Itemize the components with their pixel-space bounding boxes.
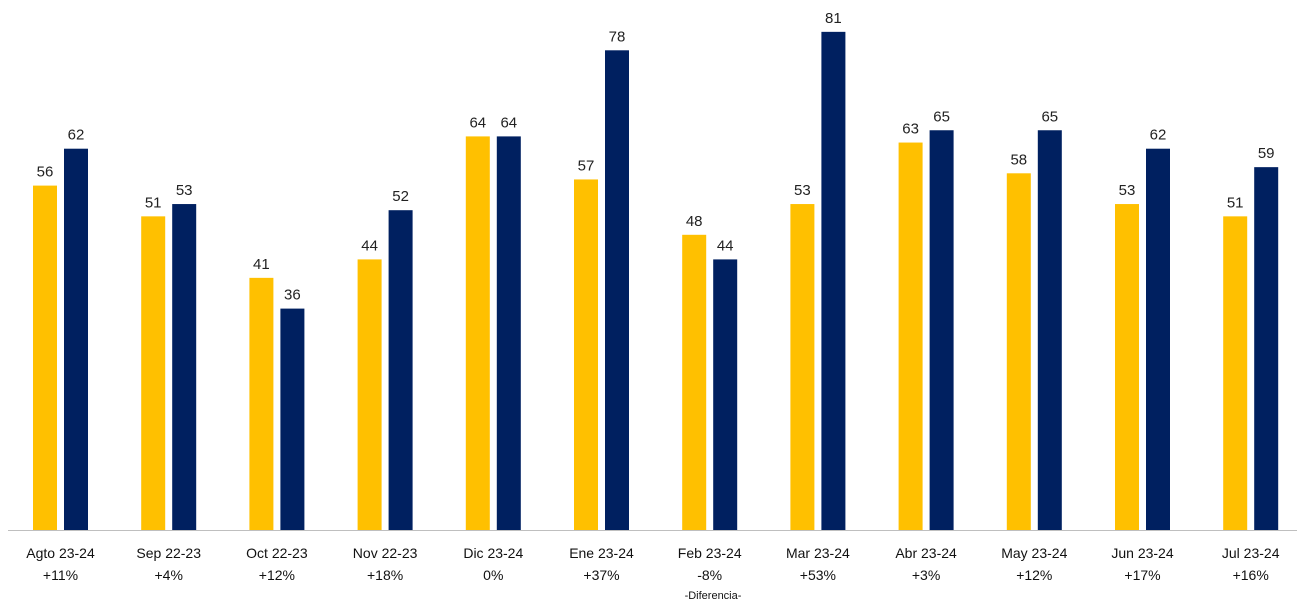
bar-s1-7 bbox=[682, 234, 707, 531]
value-label-s2-7: 44 bbox=[717, 237, 734, 254]
value-labels-group: 56 62 51 53 41 36 44 52 64 64 57 78 48 44 53 81 63 65 58 65… bbox=[37, 10, 1275, 304]
category-label-10: May 23-24 bbox=[1001, 545, 1067, 561]
value-label-s1-7: 48 bbox=[686, 213, 703, 230]
value-label-s1-9: 63 bbox=[902, 121, 919, 138]
bar-s2-1 bbox=[64, 148, 88, 530]
value-label-s1-3: 41 bbox=[253, 256, 270, 273]
difference-label-2: +4% bbox=[154, 567, 182, 583]
bar-s1-5 bbox=[465, 136, 490, 530]
value-label-s1-6: 57 bbox=[578, 157, 595, 174]
bar-s1-1 bbox=[33, 185, 57, 530]
bar-s1-4 bbox=[357, 259, 382, 530]
bar-s1-3 bbox=[249, 277, 274, 530]
bar-s2-5 bbox=[496, 136, 521, 530]
category-label-9: Abr 23-24 bbox=[895, 545, 957, 561]
bar-s2-12 bbox=[1254, 167, 1279, 530]
category-label-2: Sep 22-23 bbox=[136, 545, 201, 561]
category-label-12: Jul 23-24 bbox=[1222, 545, 1280, 561]
difference-label-7: -8% bbox=[697, 567, 722, 583]
value-label-s1-4: 44 bbox=[361, 237, 378, 254]
bar-s1-12 bbox=[1223, 216, 1248, 530]
bars-group bbox=[33, 31, 1279, 531]
bar-s2-7 bbox=[713, 259, 738, 530]
value-label-s2-11: 62 bbox=[1150, 127, 1167, 144]
bar-s2-11 bbox=[1146, 148, 1170, 530]
bar-s2-10 bbox=[1037, 130, 1062, 530]
category-label-3: Oct 22-23 bbox=[246, 545, 308, 561]
value-label-s1-11: 53 bbox=[1119, 182, 1136, 199]
difference-label-6: +37% bbox=[583, 567, 619, 583]
category-label-11: Jun 23-24 bbox=[1111, 545, 1173, 561]
category-label-7: Feb 23-24 bbox=[678, 545, 742, 561]
difference-footnote: -Diferencia- bbox=[685, 590, 742, 602]
value-label-s2-6: 78 bbox=[609, 28, 626, 45]
bar-s2-2 bbox=[172, 204, 197, 531]
bar-s2-3 bbox=[280, 308, 305, 530]
bar-s1-2 bbox=[141, 216, 166, 530]
bar-s2-4 bbox=[388, 210, 413, 530]
value-label-s1-5: 64 bbox=[469, 114, 486, 131]
value-label-s1-2: 51 bbox=[145, 194, 162, 211]
category-label-4: Nov 22-23 bbox=[353, 545, 418, 561]
category-labels-group: Agto 23-24 +11% Sep 22-23 +4% Oct 22-23 +12% N… bbox=[26, 545, 1279, 583]
value-label-s2-12: 59 bbox=[1258, 145, 1275, 162]
difference-label-1: +11% bbox=[43, 567, 78, 583]
bar-s1-8 bbox=[790, 204, 815, 531]
bar-s1-9 bbox=[898, 142, 923, 531]
value-label-s2-5: 64 bbox=[500, 114, 517, 131]
category-label-6: Ene 23-24 bbox=[569, 545, 634, 561]
value-label-s1-8: 53 bbox=[794, 182, 811, 199]
category-label-1: Agto 23-24 bbox=[26, 545, 95, 561]
bar-s2-9 bbox=[929, 130, 954, 530]
category-label-8: Mar 23-24 bbox=[786, 545, 850, 561]
bar-s2-8 bbox=[821, 31, 846, 530]
difference-label-8: +53% bbox=[800, 567, 836, 583]
difference-label-11: +17% bbox=[1124, 567, 1160, 583]
bar-s1-10 bbox=[1006, 173, 1031, 531]
value-label-s1-10: 58 bbox=[1010, 151, 1027, 168]
value-label-s1-1: 56 bbox=[37, 164, 54, 181]
value-label-s2-2: 53 bbox=[176, 182, 193, 199]
difference-label-5: 0% bbox=[483, 567, 503, 583]
difference-label-3: +12% bbox=[259, 567, 295, 583]
value-label-s2-8: 81 bbox=[825, 10, 842, 27]
value-label-s2-10: 65 bbox=[1041, 108, 1058, 125]
difference-label-9: +3% bbox=[912, 567, 940, 583]
difference-label-12: +16% bbox=[1233, 567, 1269, 583]
value-label-s2-1: 62 bbox=[68, 127, 85, 144]
value-label-s2-9: 65 bbox=[933, 108, 950, 125]
bar-s1-6 bbox=[574, 179, 598, 530]
difference-label-4: +18% bbox=[367, 567, 403, 583]
value-label-s1-12: 51 bbox=[1227, 194, 1244, 211]
bar-s2-6 bbox=[605, 50, 629, 531]
value-label-s2-4: 52 bbox=[392, 188, 409, 205]
bar-s1-11 bbox=[1115, 204, 1139, 531]
value-label-s2-3: 36 bbox=[284, 287, 301, 304]
difference-label-10: +12% bbox=[1016, 567, 1052, 583]
category-label-5: Dic 23-24 bbox=[463, 545, 523, 561]
